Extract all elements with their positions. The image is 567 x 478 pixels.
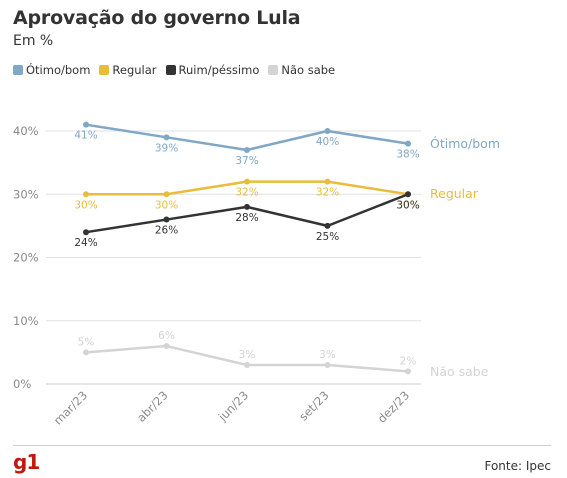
data-point-regular: [163, 191, 170, 198]
data-point-otimo: [405, 140, 411, 147]
data-label-ruim: 26%: [155, 225, 178, 237]
x-tick-label: mar/23: [51, 388, 90, 427]
data-point-regular: [324, 178, 331, 185]
legend-item-otimo[interactable]: Ótimo/bom: [13, 63, 90, 77]
legend: Ótimo/bom Regular Ruim/péssimo Não sabe: [13, 63, 344, 77]
data-point-naosabe: [83, 349, 89, 356]
legend-swatch-otimo: [13, 65, 23, 75]
footer-divider: [13, 445, 551, 446]
data-label-regular: 30%: [74, 199, 97, 211]
data-label-otimo: 38%: [396, 149, 419, 161]
x-tick-label: dez/23: [375, 388, 412, 425]
y-tick-label: 30%: [13, 187, 39, 201]
chart-title: Aprovação do governo Lula: [13, 7, 301, 29]
data-label-otimo: 41%: [74, 130, 97, 142]
data-label-naosabe: 3%: [319, 349, 336, 361]
data-label-ruim: 25%: [316, 231, 339, 243]
data-point-ruim: [324, 222, 331, 229]
source-text: Fonte: Ipec: [484, 459, 551, 473]
y-tick-label: 20%: [13, 251, 39, 265]
legend-label-ruim: Ruim/péssimo: [178, 63, 260, 77]
data-point-naosabe: [163, 343, 170, 350]
data-label-otimo: 39%: [155, 142, 178, 154]
data-label-otimo: 37%: [235, 155, 258, 167]
legend-swatch-regular: [99, 65, 110, 75]
y-tick-label: 10%: [13, 314, 39, 328]
data-point-naosabe: [244, 362, 250, 369]
series-end-label-regular: Regular: [430, 186, 479, 201]
data-label-naosabe: 3%: [239, 349, 256, 361]
y-tick-label: 0%: [13, 377, 31, 391]
legend-item-regular[interactable]: Regular: [99, 63, 157, 77]
series-line-otimo: [85, 123, 409, 152]
data-point-ruim: [405, 191, 411, 198]
legend-label-naosabe: Não sabe: [281, 63, 336, 77]
data-point-otimo: [324, 128, 331, 134]
legend-item-ruim[interactable]: Ruim/péssimo: [165, 63, 260, 77]
data-label-ruim: 30%: [396, 199, 419, 211]
data-label-naosabe: 5%: [78, 336, 95, 348]
data-label-naosabe: 6%: [158, 330, 175, 342]
data-label-regular: 30%: [396, 199, 419, 211]
data-point-otimo: [244, 146, 250, 153]
data-point-ruim: [83, 229, 89, 236]
data-point-regular: [244, 178, 250, 185]
data-point-ruim: [244, 203, 250, 210]
data-label-otimo: 40%: [316, 136, 339, 148]
data-label-regular: 32%: [235, 187, 258, 199]
legend-item-naosabe[interactable]: Não sabe: [268, 63, 335, 77]
data-point-regular: [83, 191, 89, 198]
data-point-otimo: [83, 121, 89, 128]
legend-swatch-ruim: [165, 65, 176, 75]
x-tick-label: set/23: [296, 388, 331, 423]
legend-label-otimo: Ótimo/bom: [26, 63, 91, 77]
legend-label-regular: Regular: [112, 63, 157, 77]
data-label-ruim: 28%: [235, 212, 258, 224]
data-label-regular: 30%: [155, 199, 178, 211]
x-tick-label: jun/23: [215, 388, 251, 424]
series-end-label-otimo: Ótimo/bom: [430, 136, 500, 151]
x-tick-label: abr/23: [134, 388, 170, 424]
series-end-label-naosabe: Não sabe: [430, 364, 489, 379]
legend-swatch-naosabe: [268, 65, 279, 75]
data-point-ruim: [163, 216, 170, 223]
data-point-otimo: [163, 134, 170, 141]
data-point-naosabe: [405, 368, 411, 375]
g1-logo[interactable]: g1: [13, 450, 40, 474]
data-label-regular: 32%: [316, 187, 339, 199]
y-tick-label: 40%: [13, 124, 39, 138]
data-point-naosabe: [324, 362, 331, 369]
chart-subtitle: Em %: [13, 33, 54, 49]
data-label-ruim: 24%: [74, 237, 97, 249]
data-label-naosabe: 2%: [400, 355, 417, 367]
